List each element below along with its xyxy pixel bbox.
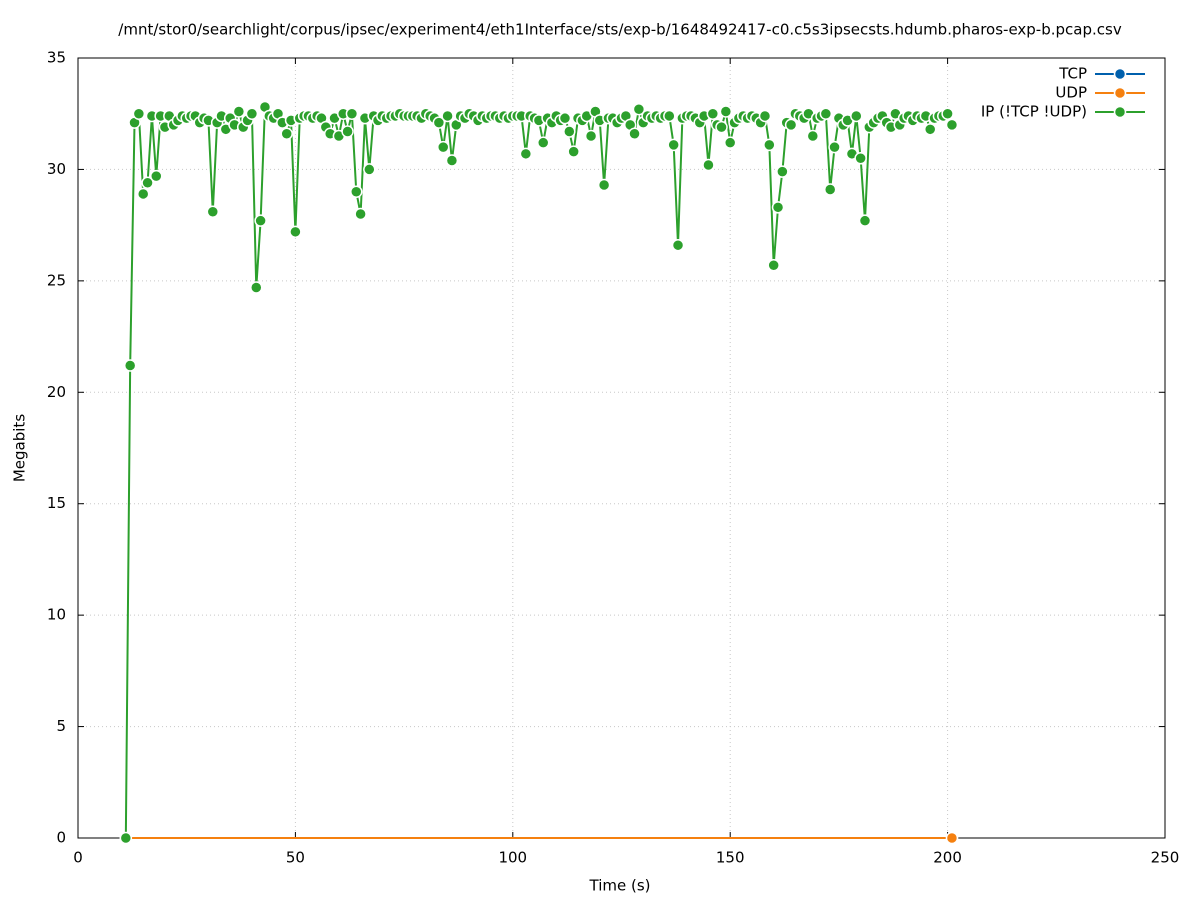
data-point bbox=[563, 125, 576, 138]
data-point bbox=[341, 125, 354, 138]
data-point bbox=[806, 129, 820, 143]
data-point bbox=[141, 176, 154, 190]
data-point bbox=[715, 120, 728, 134]
x-tick-label: 50 bbox=[286, 849, 305, 867]
data-point bbox=[345, 107, 359, 120]
data-point bbox=[289, 225, 302, 239]
data-point bbox=[441, 109, 454, 123]
data-point bbox=[628, 127, 641, 141]
y-tick-label: 30 bbox=[47, 160, 66, 178]
legend-label: IP (!TCP !UDP) bbox=[981, 103, 1087, 121]
data-point bbox=[767, 259, 780, 272]
data-point bbox=[667, 138, 680, 152]
data-point bbox=[354, 207, 367, 221]
data-point bbox=[280, 127, 293, 141]
data-point bbox=[519, 147, 533, 161]
x-tick-label: 200 bbox=[933, 849, 962, 867]
data-point bbox=[254, 214, 267, 227]
data-point bbox=[771, 201, 785, 214]
data-point bbox=[245, 107, 259, 120]
data-point bbox=[923, 123, 937, 136]
data-point bbox=[436, 140, 450, 154]
chart-title: /mnt/stor0/searchlight/corpus/ipsec/expe… bbox=[118, 21, 1122, 39]
x-tick-label: 150 bbox=[716, 849, 745, 867]
y-tick-label: 20 bbox=[47, 383, 66, 401]
data-point bbox=[232, 105, 246, 118]
y-tick-label: 25 bbox=[47, 271, 66, 289]
data-point bbox=[819, 107, 833, 120]
x-tick-label: 100 bbox=[498, 849, 527, 867]
data-point bbox=[945, 118, 959, 132]
data-point bbox=[150, 169, 163, 183]
data-point bbox=[632, 103, 646, 116]
data-point bbox=[123, 359, 137, 372]
y-tick-label: 10 bbox=[47, 606, 66, 624]
legend-label: TCP bbox=[1058, 65, 1087, 83]
data-point bbox=[250, 281, 263, 294]
data-point bbox=[132, 107, 146, 120]
data-point bbox=[941, 107, 954, 120]
data-point bbox=[363, 163, 376, 176]
data-point bbox=[850, 109, 863, 123]
data-point bbox=[945, 831, 959, 845]
data-point bbox=[758, 109, 772, 123]
data-point bbox=[350, 185, 363, 198]
data-point bbox=[206, 205, 220, 219]
data-point bbox=[663, 109, 676, 123]
data-point bbox=[706, 107, 720, 120]
data-point bbox=[597, 178, 611, 192]
y-tick-label: 5 bbox=[56, 717, 66, 735]
data-point bbox=[784, 118, 798, 132]
data-point bbox=[776, 165, 789, 178]
data-point bbox=[558, 111, 572, 125]
y-tick-label: 0 bbox=[56, 829, 66, 847]
data-point bbox=[536, 136, 550, 149]
data-point bbox=[702, 158, 715, 172]
data-point bbox=[567, 145, 580, 158]
data-point bbox=[445, 154, 459, 167]
legend-marker bbox=[1113, 86, 1127, 100]
data-point bbox=[584, 129, 598, 143]
data-point bbox=[828, 140, 841, 154]
data-point bbox=[671, 238, 685, 252]
y-axis-label: Megabits bbox=[11, 414, 29, 482]
legend-marker bbox=[1113, 105, 1127, 119]
data-point bbox=[136, 187, 150, 201]
data-point bbox=[119, 831, 133, 845]
x-axis-label: Time (s) bbox=[589, 877, 651, 895]
x-tick-label: 0 bbox=[73, 849, 83, 867]
legend-marker bbox=[1113, 67, 1127, 81]
x-tick-label: 250 bbox=[1151, 849, 1180, 867]
data-point bbox=[854, 152, 867, 165]
data-point bbox=[719, 105, 733, 118]
data-point bbox=[858, 214, 872, 227]
data-point bbox=[723, 136, 737, 149]
data-point bbox=[432, 116, 446, 129]
y-tick-label: 15 bbox=[47, 494, 66, 512]
data-point bbox=[763, 138, 776, 152]
data-point bbox=[823, 183, 837, 196]
legend-label: UDP bbox=[1055, 84, 1087, 102]
y-tick-label: 35 bbox=[47, 49, 66, 67]
